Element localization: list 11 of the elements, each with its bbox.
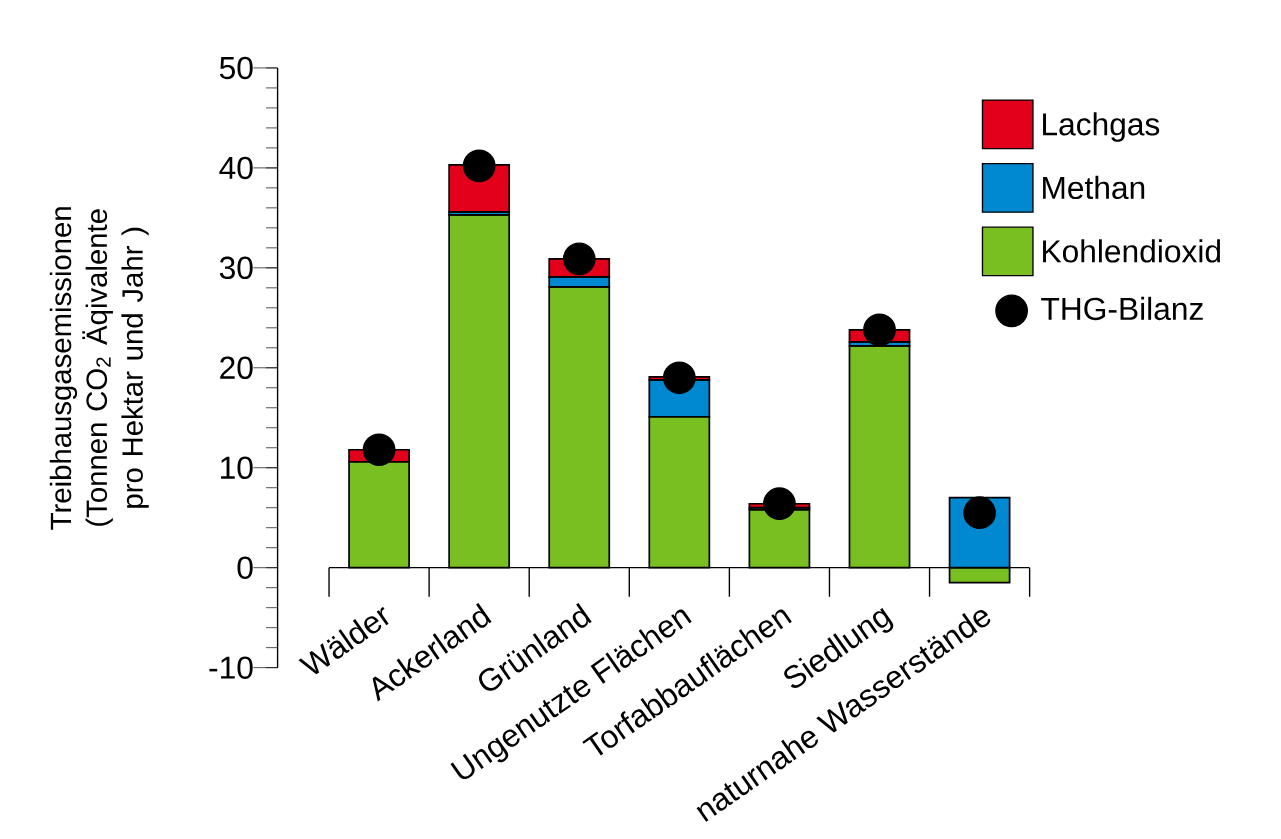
y-tick-label: 0 [237, 556, 253, 579]
legend-label: Methan [1043, 175, 1145, 199]
y-tick-label: 50 [219, 56, 253, 79]
y-tick-label: 30 [219, 256, 253, 279]
legend-label: Lachgas [1043, 112, 1160, 142]
legend-label: THG-Bilanz [1041, 296, 1203, 320]
y-tick-label: -10 [209, 656, 253, 679]
legend-label: Kohlendioxid [1043, 239, 1221, 263]
y-tick-label: 40 [219, 156, 253, 179]
y-tick-label: 10 [221, 456, 253, 479]
y-tick-label: 20 [220, 356, 253, 379]
